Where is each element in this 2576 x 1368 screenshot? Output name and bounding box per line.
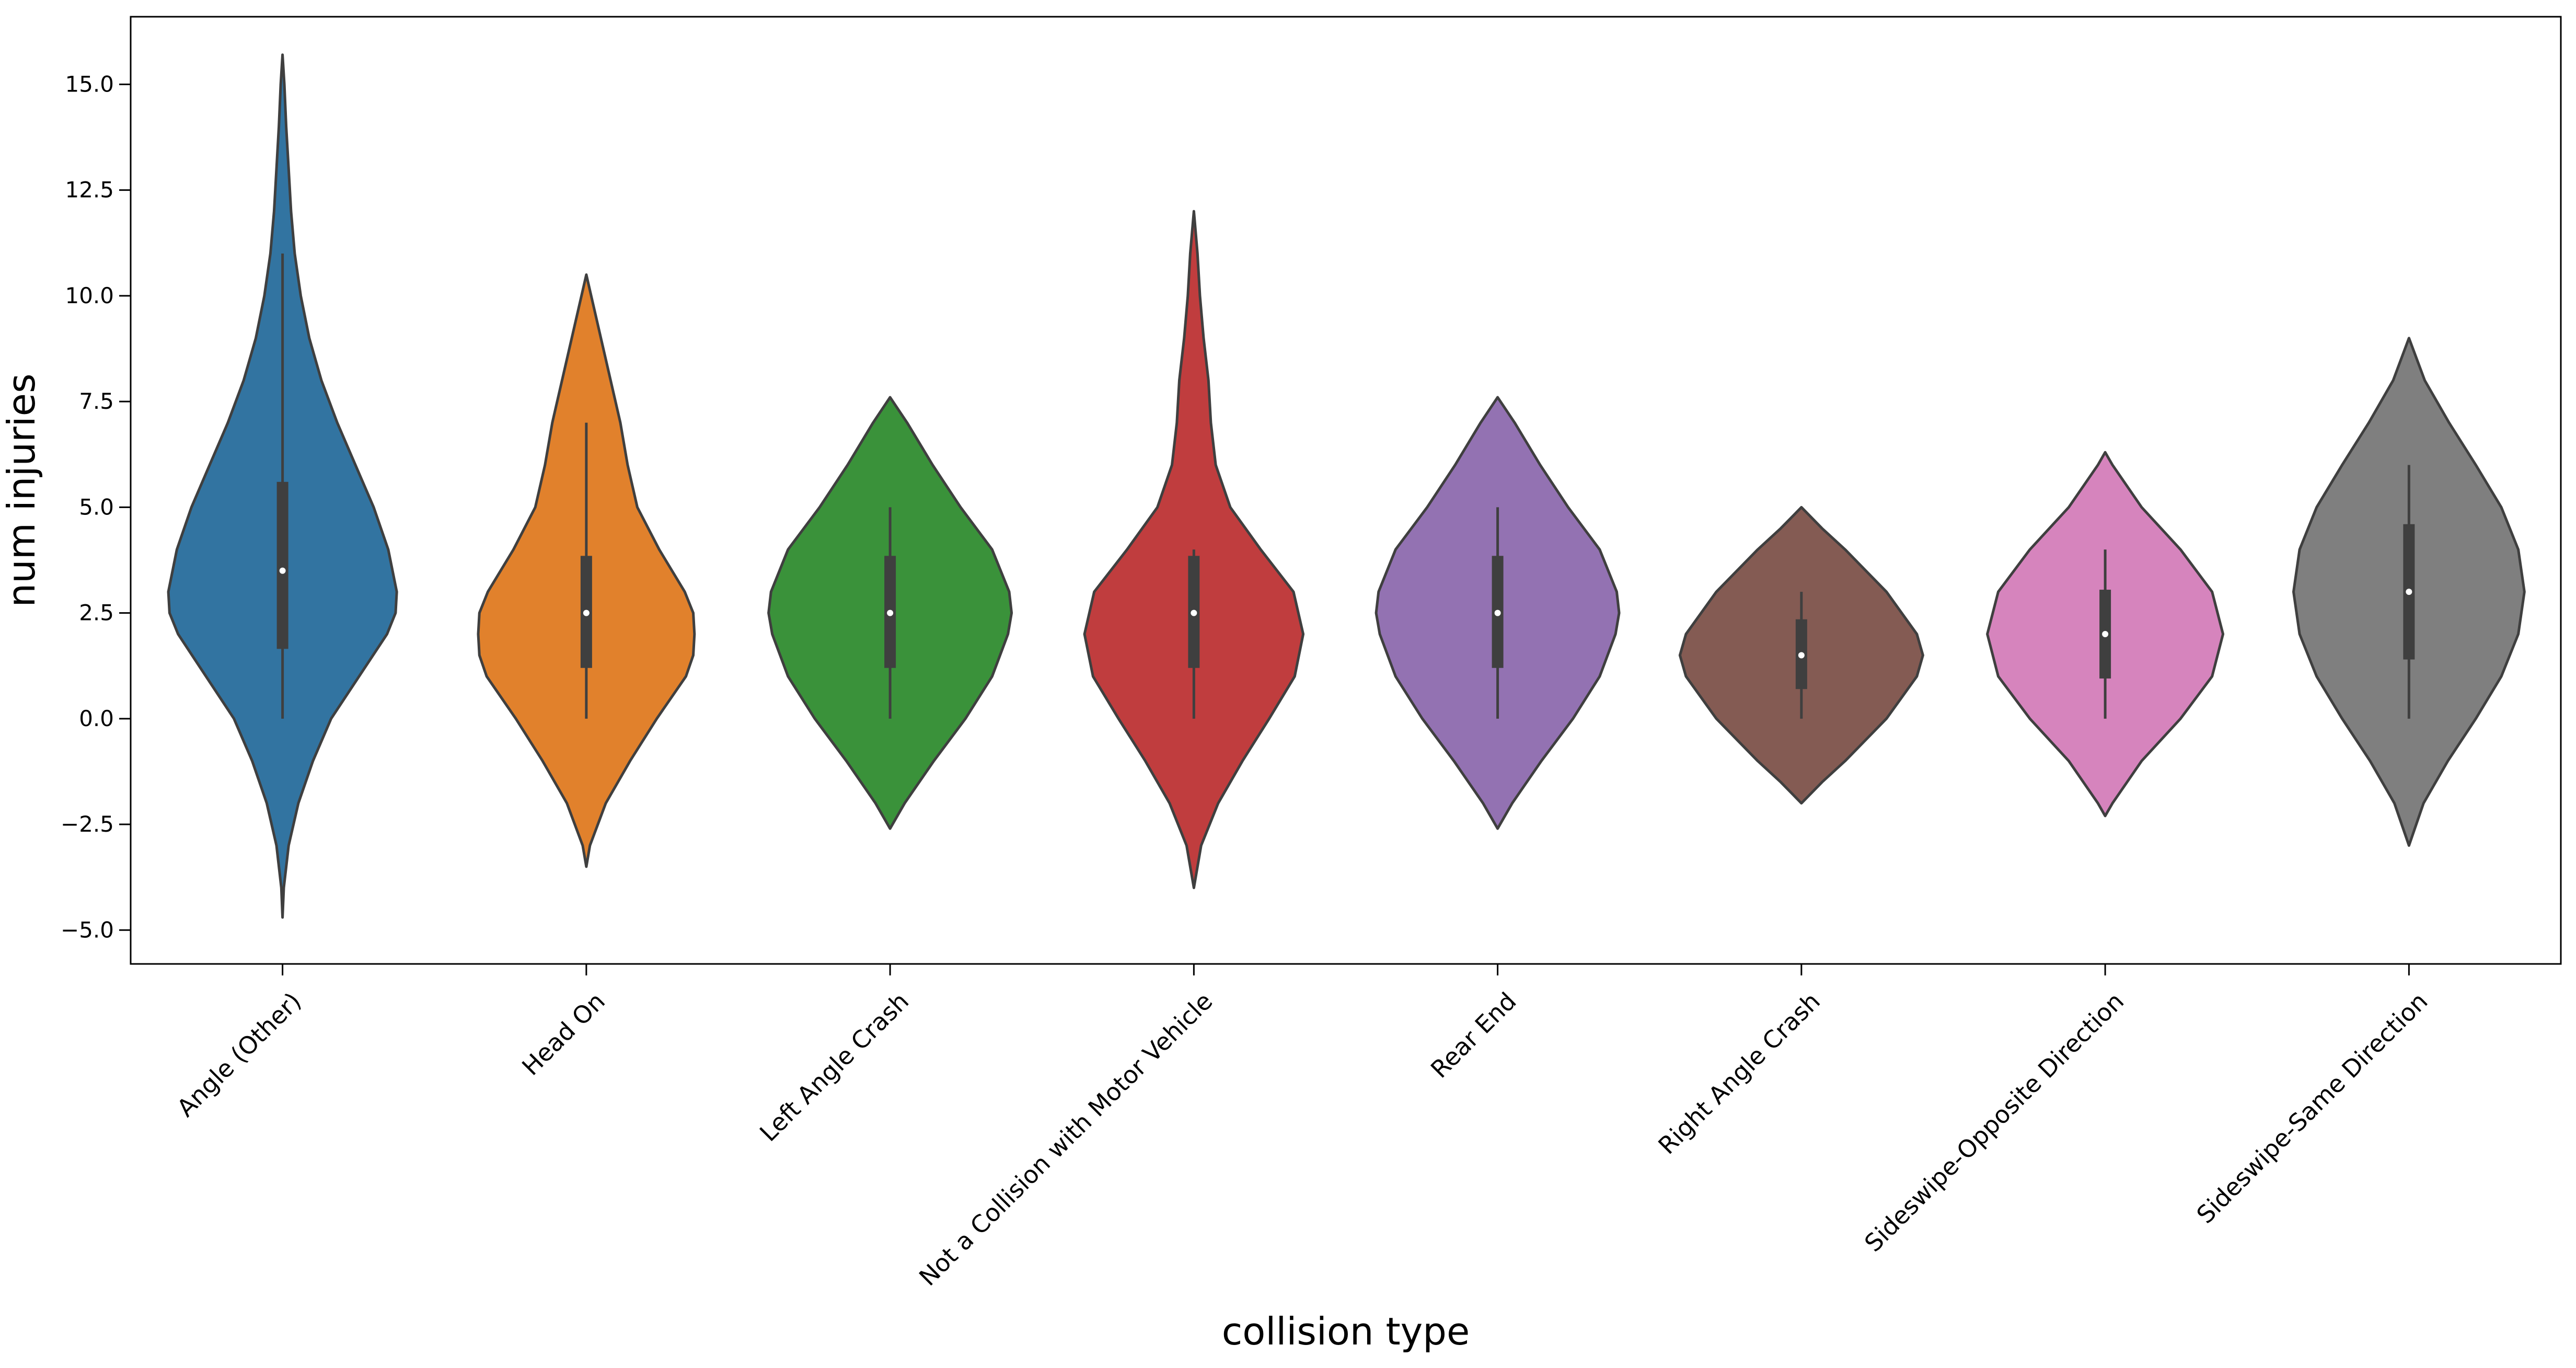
iqr-box (276, 481, 288, 649)
median-marker (887, 610, 894, 616)
median-marker (1191, 610, 1197, 616)
median-marker (1494, 610, 1501, 616)
y-tick-label: 12.5 (65, 177, 114, 203)
y-tick-label: −5.0 (61, 917, 114, 942)
y-tick-label: 10.0 (65, 283, 114, 308)
median-marker (1798, 652, 1805, 659)
median-marker (2102, 631, 2109, 638)
y-axis-title: num injuries (0, 374, 43, 607)
y-tick-label: 15.0 (65, 71, 114, 97)
plot-frame (130, 16, 2562, 965)
x-axis-title: collision type (1222, 1309, 1470, 1353)
median-marker (583, 610, 590, 616)
y-tick-label: −2.5 (61, 811, 114, 837)
median-marker (2406, 589, 2412, 595)
y-axis: −5.0 −2.5 0.0 2.5 5.0 7.5 10.0 12.5 15.0 (61, 71, 131, 942)
y-tick-label: 5.0 (79, 494, 114, 520)
y-tick-label: 2.5 (79, 600, 114, 626)
y-tick-label: 0.0 (79, 706, 114, 731)
median-marker (279, 567, 286, 574)
y-tick-label: 7.5 (79, 388, 114, 414)
violin-series-group (167, 53, 2526, 919)
